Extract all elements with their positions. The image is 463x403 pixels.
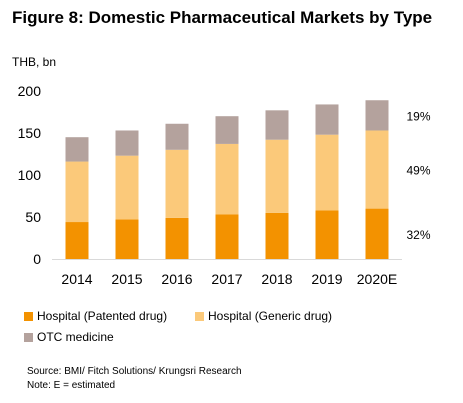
x-tick-label: 2020E [357, 271, 397, 287]
legend-label-patented: Hospital (Patented drug) [37, 309, 168, 323]
estimate-note: Note: E = estimated [27, 380, 116, 391]
legend-label-generic: Hospital (Generic drug) [208, 309, 333, 323]
bar-patented [315, 210, 339, 259]
stacked-bar-chart: 0 50 100 150 200 2014 2015 2016 2017 2018 2019 2020… [18, 83, 431, 287]
legend-item-generic: Hospital (Generic drug) [195, 309, 332, 323]
y-tick-label: 50 [25, 209, 41, 225]
bar-otc [165, 123, 189, 150]
legend-item-otc: OTC medicine [24, 330, 114, 344]
y-tick-label: 0 [33, 251, 41, 267]
bar-patented [115, 219, 139, 259]
share-label-otc: 19% [407, 109, 431, 123]
x-tick-label: 2015 [111, 271, 142, 287]
legend-swatch-patented [24, 311, 33, 321]
bar-generic [215, 143, 239, 215]
x-tick-label: 2014 [61, 271, 92, 287]
y-tick-label: 200 [18, 83, 42, 99]
x-tick-label: 2017 [211, 271, 242, 287]
bar-patented [265, 212, 289, 259]
x-tick-label: 2019 [311, 271, 342, 287]
bar-generic [165, 149, 189, 218]
bar-patented [215, 214, 239, 259]
legend-swatch-otc [24, 332, 33, 342]
y-axis-unit-label: THB, bn [12, 55, 57, 69]
bar-generic [365, 130, 389, 209]
chart-title: Figure 8: Domestic Pharmaceutical Market… [12, 8, 433, 27]
y-tick-label: 150 [18, 125, 42, 141]
bar-generic [115, 155, 139, 220]
bar-generic [315, 134, 339, 211]
y-tick-label: 100 [18, 167, 42, 183]
share-label-patented: 32% [407, 228, 431, 242]
bar-patented [365, 208, 389, 259]
bar-otc [65, 137, 89, 162]
bar-generic [265, 139, 289, 213]
x-tick-label: 2018 [261, 271, 292, 287]
source-note: Source: BMI/ Fitch Solutions/ Krungsri R… [27, 366, 242, 377]
bar-otc [265, 110, 289, 140]
bar-otc [115, 130, 139, 156]
bar-generic [65, 161, 89, 223]
legend-swatch-generic [195, 311, 204, 321]
bar-patented [65, 222, 89, 259]
bar-patented [165, 217, 189, 259]
share-label-generic: 49% [407, 164, 431, 178]
bar-otc [365, 100, 389, 131]
legend-label-otc: OTC medicine [37, 330, 114, 344]
bar-otc [315, 104, 339, 135]
bar-otc [215, 116, 239, 144]
legend-item-patented: Hospital (Patented drug) [24, 309, 167, 323]
x-tick-label: 2016 [161, 271, 192, 287]
